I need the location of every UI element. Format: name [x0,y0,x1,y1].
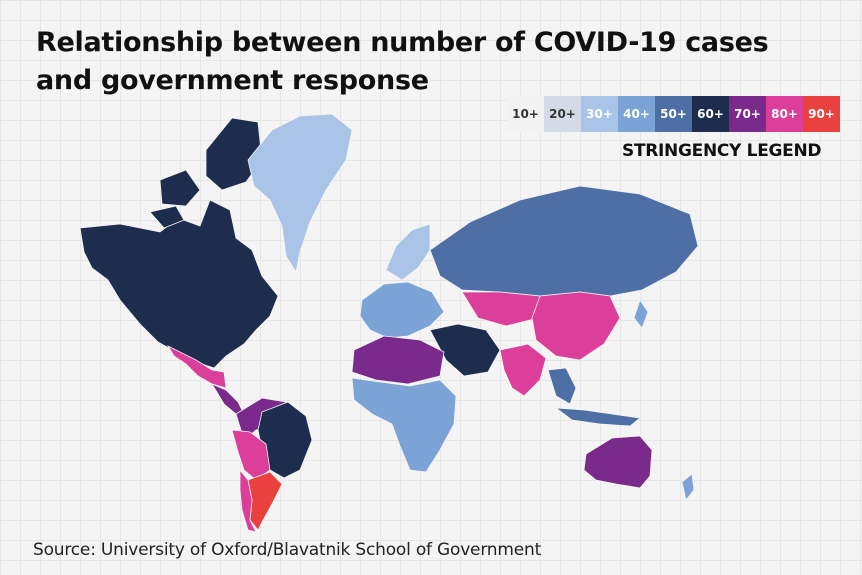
legend-level-80-plus: 80+ [766,96,803,132]
legend-title: STRINGENCY LEGEND [622,141,822,161]
region-china [531,291,621,361]
region-australia [583,435,653,489]
region-mexico [166,345,227,389]
legend-level-50-plus: 50+ [655,96,692,132]
source-note: Source: University of Oxford/Blavatnik S… [33,540,542,560]
legend-level-70-plus: 70+ [729,96,766,132]
legend-level-60-plus: 60+ [692,96,729,132]
region-africa [351,377,457,473]
region-new-zealand [681,473,695,501]
region-north-america [79,199,279,369]
region-russia [429,185,699,297]
region-argentina [247,471,283,531]
region-greenland [247,113,353,274]
legend-level-10-plus: 10+ [507,96,544,132]
region-arctic-islands-2 [159,169,201,207]
region-southeast-asia [547,367,577,405]
legend-level-20-plus: 20+ [544,96,581,132]
legend-level-40-plus: 40+ [618,96,655,132]
region-japan [633,299,649,329]
region-north-africa [351,335,445,385]
region-central-america [211,383,245,415]
stringency-legend: 10+ 20+ 30+ 40+ 50+ 60+ 70+ 80+ 90+ [507,96,840,132]
region-europe [359,281,445,339]
region-indonesia [554,407,641,427]
region-arctic-islands-3 [149,205,185,229]
region-india [499,343,547,397]
region-middle-east [429,323,501,377]
region-chile [239,468,257,533]
legend-level-30-plus: 30+ [581,96,618,132]
legend-level-90-plus: 90+ [803,96,840,132]
chart-title: Relationship between number of COVID-19 … [36,27,769,96]
region-central-asia [461,291,541,327]
region-scandinavia [385,223,431,281]
